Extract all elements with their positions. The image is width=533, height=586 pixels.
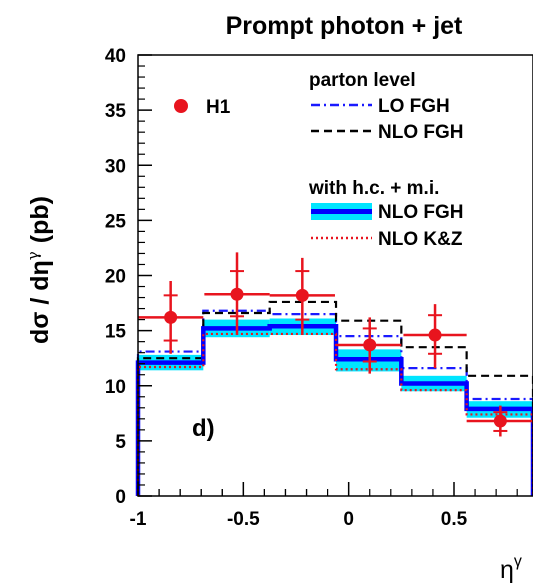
h1-point	[363, 338, 377, 352]
y-tick-label: 10	[105, 377, 126, 398]
legend-group2-title: with h.c. + m.i.	[308, 178, 439, 199]
h1-point	[428, 328, 442, 342]
series-nlo-k-z-dotted	[136, 332, 533, 496]
x-tick-label: -1	[130, 509, 147, 530]
y-axis-label-sup: γ	[24, 251, 42, 260]
x-tick-label: -0.5	[227, 509, 260, 530]
svg-text:dσ / dηγ(pb): dσ / dηγ (pb)	[24, 196, 54, 344]
y-tick-label: 5	[115, 432, 126, 453]
y-tick-label: 30	[105, 156, 126, 177]
plot-area	[135, 252, 533, 496]
x-tick-label: 0.5	[441, 509, 468, 530]
x-axis-label-sup: γ	[514, 553, 522, 570]
legend: H1 parton level LO FGH NLO FGH with h.c.…	[174, 70, 464, 250]
y-axis-title: dσ / dηγ (pb)	[24, 196, 54, 344]
legend-h1-label: H1	[206, 97, 231, 118]
legend-nlo-kz-label: NLO K&Z	[378, 229, 463, 250]
legend-nlo-fgh-label: NLO FGH	[378, 122, 464, 143]
h1-point	[230, 287, 244, 301]
legend-nlo-fgh-band-label: NLO FGH	[378, 202, 464, 223]
legend-lo-fgh-label: LO FGH	[378, 96, 450, 117]
chart-title: Prompt photon + jet	[226, 12, 463, 40]
x-tick-label: 0	[343, 509, 354, 530]
h1-point	[164, 310, 178, 324]
y-axis-unit: (pb)	[26, 196, 54, 243]
y-axis-label: dσ / dη	[26, 260, 54, 344]
y-tick-label: 40	[105, 46, 126, 67]
y-tick-label: 25	[105, 211, 127, 232]
x-axis-label: η	[500, 556, 514, 584]
y-tick-label: 15	[105, 322, 127, 343]
h1-point	[493, 414, 507, 428]
axes: 0 5 10 15 20 25 30 35 40 -1 -0.5 0 0.5	[105, 46, 518, 530]
y-tick-label: 20	[105, 267, 126, 288]
panel-label: d)	[192, 415, 215, 442]
legend-group1-title: parton level	[309, 70, 416, 91]
x-axis-title: ηγ	[500, 553, 522, 584]
legend-h1-marker	[174, 99, 188, 113]
y-tick-label: 0	[115, 487, 126, 508]
y-tick-label: 35	[105, 101, 127, 122]
h1-point	[295, 288, 309, 302]
